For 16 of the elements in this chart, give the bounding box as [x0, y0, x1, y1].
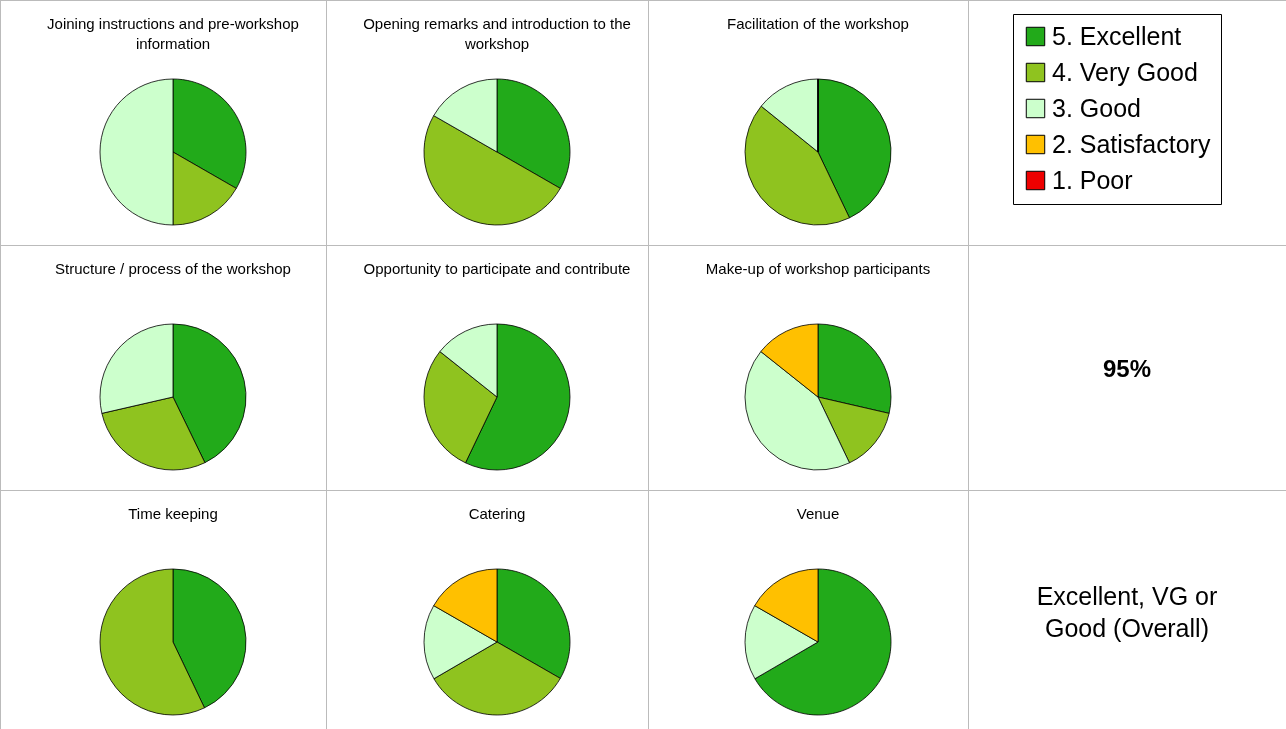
chart-title: Joining instructions and pre-workshop information	[46, 14, 300, 54]
legend-label: 3. Good	[1052, 93, 1141, 122]
chart-title: Opening remarks and introduction to the workshop	[362, 14, 632, 54]
text: 95%	[1101, 355, 1152, 383]
chart-title: Catering	[467, 504, 527, 524]
legend-label: 4. Very Good	[1052, 57, 1198, 86]
text: Excellent, VG or Good (Overall)	[1035, 581, 1219, 644]
chart-title: Structure / process of the workshop	[54, 259, 292, 279]
text: Facilitation of the workshop	[726, 14, 910, 34]
chart-title: Venue	[795, 504, 841, 524]
chart-title: Time keeping	[127, 504, 219, 524]
chart-title: Opportunity to participate and contribute	[362, 259, 632, 279]
legend-label: 2. Satisfactory	[1052, 129, 1211, 158]
chart-title: Make-up of workshop participants	[704, 259, 932, 279]
legend-label: 1. Poor	[1052, 165, 1133, 194]
legend-label: 5. Excellent	[1052, 21, 1182, 50]
